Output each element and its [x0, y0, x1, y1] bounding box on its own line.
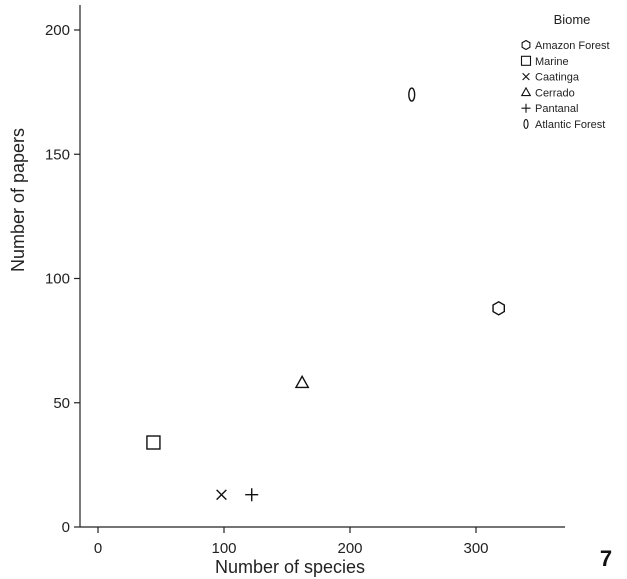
legend: Biome Amazon Forest Marine Caatinga Cerrado…	[520, 12, 610, 131]
legend-label-marine: Marine	[535, 56, 569, 68]
legend-label-cerrado: Cerrado	[535, 87, 575, 99]
point-pantanal	[245, 488, 259, 502]
legend-marker-cerrado	[520, 86, 532, 97]
axes	[79, 5, 565, 528]
x-tick-label: 0	[94, 540, 102, 557]
data-points	[146, 87, 506, 502]
x-tick-label: 100	[211, 540, 236, 557]
legend-marker-amazon-forest	[521, 39, 531, 51]
figure-number: 7	[600, 546, 612, 571]
legend-marker-caatinga	[522, 72, 530, 81]
y-axis-title: Number of papers	[8, 128, 28, 272]
legend-marker-atlantic-forest	[523, 118, 529, 130]
point-amazon-forest	[492, 301, 506, 316]
y-tick-label: 100	[45, 271, 70, 288]
point-caatinga	[216, 489, 227, 501]
legend-marker-marine	[520, 55, 532, 66]
y-tick-label: 200	[45, 22, 70, 39]
legend-marker-pantanal	[521, 103, 531, 113]
point-cerrado	[294, 374, 310, 389]
point-marine	[146, 435, 161, 450]
x-axis-title: Number of species	[215, 557, 365, 577]
ticks: 0 100 200 300 0 50 100 150 200	[45, 22, 489, 557]
y-tick-label: 150	[45, 146, 70, 163]
legend-label-amazon-forest: Amazon Forest	[535, 40, 610, 52]
legend-label-caatinga: Caatinga	[535, 72, 580, 84]
x-tick-label: 300	[463, 540, 488, 557]
legend-title: Biome	[554, 12, 591, 27]
legend-label-atlantic-forest: Atlantic Forest	[535, 119, 605, 131]
y-tick-label: 50	[53, 395, 70, 412]
x-tick-label: 200	[337, 540, 362, 557]
point-atlantic-forest	[408, 87, 416, 102]
legend-label-pantanal: Pantanal	[535, 103, 578, 115]
y-tick-label: 0	[62, 519, 70, 536]
